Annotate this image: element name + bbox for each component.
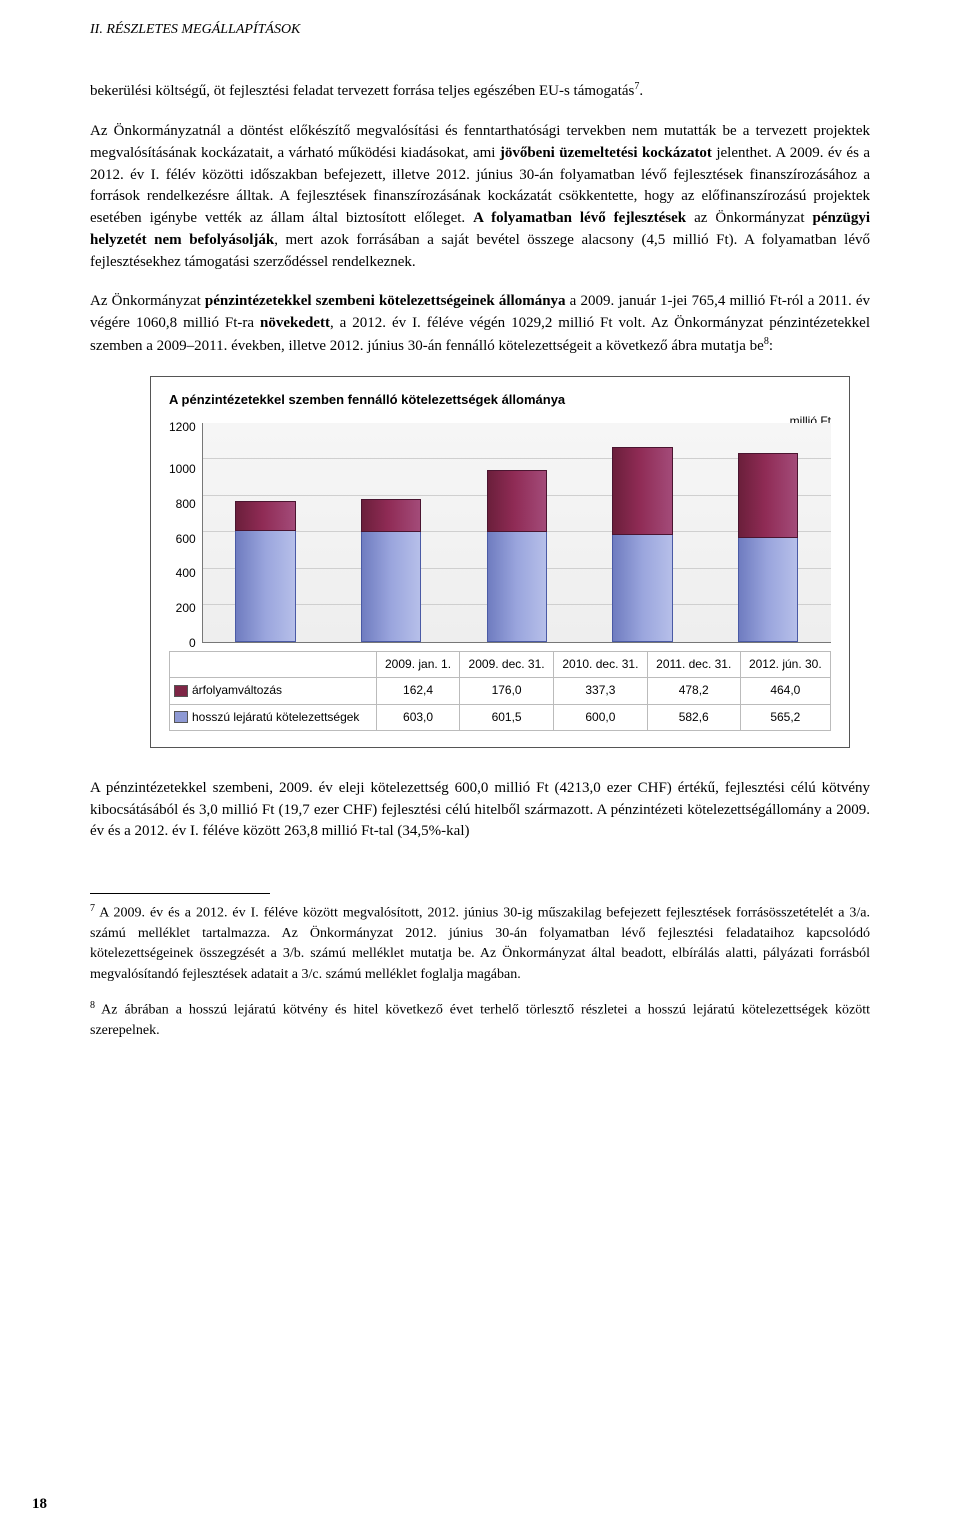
table-corner xyxy=(170,651,377,677)
p2-bold-2: A folyamatban lévő fejlesztések xyxy=(473,210,686,226)
bar-seg-bottom xyxy=(738,538,798,642)
p3-a: Az Önkormányzat xyxy=(90,293,205,309)
stacked-bar xyxy=(361,499,421,642)
p1-text: bekerülési költségű, öt fejlesztési fela… xyxy=(90,83,634,99)
bar-slot xyxy=(218,501,312,641)
chart-y-axis: 120010008006004002000 xyxy=(169,423,202,643)
table-cell: 337,3 xyxy=(553,678,647,704)
p2-e: az Önkormányzat xyxy=(686,210,812,226)
y-tick: 600 xyxy=(176,533,196,545)
paragraph-4: A pénzintézetekkel szembeni, 2009. év el… xyxy=(90,778,870,843)
page-number: 18 xyxy=(32,1494,47,1516)
paragraph-3: Az Önkormányzat pénzintézetekkel szemben… xyxy=(90,291,870,357)
paragraph-1: bekerülési költségű, öt fejlesztési fela… xyxy=(90,80,870,103)
table-row-header: hosszú lejáratú kötelezettségek xyxy=(170,704,377,730)
p3-bold-2: növekedett xyxy=(260,315,330,331)
table-row-header: árfolyamváltozás xyxy=(170,678,377,704)
bar-seg-top xyxy=(612,447,672,535)
bar-seg-top xyxy=(738,453,798,538)
paragraph-2: Az Önkormányzatnál a döntést előkészítő … xyxy=(90,121,870,273)
stacked-bar xyxy=(235,501,295,641)
table-cell: 582,6 xyxy=(647,704,740,730)
p3-bold-1: pénzintézetekkel szembeni kötelezettsége… xyxy=(205,293,566,309)
table-cell: 603,0 xyxy=(376,704,459,730)
chart-container: A pénzintézetekkel szemben fennálló köte… xyxy=(150,376,850,748)
y-tick: 1000 xyxy=(169,463,196,475)
table-cell: 162,4 xyxy=(376,678,459,704)
table-col-header: 2009. dec. 31. xyxy=(460,651,554,677)
series-name: árfolyamváltozás xyxy=(192,683,282,697)
y-tick: 800 xyxy=(176,498,196,510)
stacked-bar xyxy=(612,447,672,641)
y-tick: 1200 xyxy=(169,421,196,433)
bar-seg-bottom xyxy=(235,531,295,642)
chart-plot-wrap: 120010008006004002000 xyxy=(169,423,831,643)
bar-slot xyxy=(470,470,564,642)
table-col-header: 2010. dec. 31. xyxy=(553,651,647,677)
chart-plot-area xyxy=(202,423,831,643)
table-cell: 600,0 xyxy=(553,704,647,730)
legend-swatch xyxy=(174,685,188,697)
stacked-bar xyxy=(738,453,798,642)
p1-tail: . xyxy=(639,83,643,99)
table-cell: 478,2 xyxy=(647,678,740,704)
bar-seg-bottom xyxy=(487,532,547,642)
footnote-rule xyxy=(90,893,270,894)
table-cell: 565,2 xyxy=(740,704,830,730)
bar-seg-bottom xyxy=(612,535,672,642)
bar-slot xyxy=(344,499,438,642)
legend-swatch xyxy=(174,711,188,723)
bar-seg-top xyxy=(235,501,295,531)
fn8-text: Az ábrában a hosszú lejáratú kötvény és … xyxy=(90,1003,870,1038)
p2-bold-1: jövőbeni üzemeltetési kockázatot xyxy=(500,145,712,161)
table-cell: 176,0 xyxy=(460,678,554,704)
y-tick: 200 xyxy=(176,602,196,614)
table-col-header: 2011. dec. 31. xyxy=(647,651,740,677)
table-col-header: 2009. jan. 1. xyxy=(376,651,459,677)
footnote-7: 7 A 2009. év és a 2012. év I. féléve köz… xyxy=(90,902,870,985)
bar-slot xyxy=(721,453,815,642)
y-tick: 0 xyxy=(189,637,196,649)
y-tick: 400 xyxy=(176,567,196,579)
footnote-8: 8 Az ábrában a hosszú lejáratú kötvény é… xyxy=(90,999,870,1041)
bar-seg-bottom xyxy=(361,532,421,642)
bar-slot xyxy=(595,447,689,641)
table-cell: 464,0 xyxy=(740,678,830,704)
chart-title: A pénzintézetekkel szemben fennálló köte… xyxy=(169,391,831,410)
p3-f: : xyxy=(769,338,773,354)
stacked-bar xyxy=(487,470,547,642)
running-head: II. RÉSZLETES MEGÁLLAPÍTÁSOK xyxy=(90,20,870,40)
series-name: hosszú lejáratú kötelezettségek xyxy=(192,710,359,724)
bar-seg-top xyxy=(361,499,421,531)
table-col-header: 2012. jún. 30. xyxy=(740,651,830,677)
table-cell: 601,5 xyxy=(460,704,554,730)
fn7-text: A 2009. év és a 2012. év I. féléve közöt… xyxy=(90,906,870,982)
chart-data-table: 2009. jan. 1.2009. dec. 31.2010. dec. 31… xyxy=(169,651,831,731)
bar-seg-top xyxy=(487,470,547,532)
